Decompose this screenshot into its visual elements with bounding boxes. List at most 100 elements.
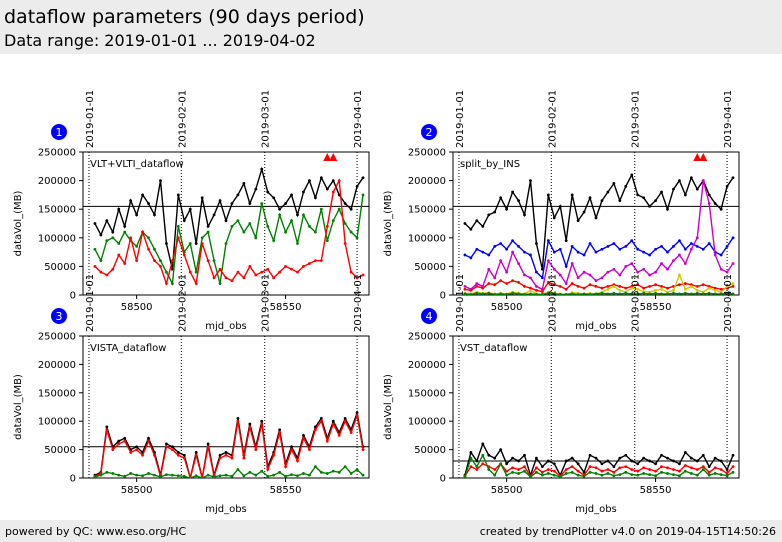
data-point-red bbox=[129, 236, 133, 240]
data-point-red bbox=[170, 448, 174, 451]
data-point-red bbox=[731, 465, 735, 469]
y-tick-label: 0 bbox=[440, 291, 446, 302]
data-point-green bbox=[731, 292, 735, 295]
data-point-red bbox=[284, 265, 287, 268]
data-point-green bbox=[147, 236, 150, 240]
data-point-black bbox=[552, 216, 556, 220]
data-point-green bbox=[630, 292, 634, 295]
data-point-green bbox=[546, 472, 550, 475]
data-point-black bbox=[349, 207, 353, 211]
data-point-red bbox=[176, 453, 180, 457]
data-point-black bbox=[594, 456, 598, 460]
data-point-red bbox=[361, 273, 365, 277]
data-point-green bbox=[588, 470, 592, 474]
chart-panel-2: 2019-01-01 2019-02-01 2019-03-01 2019-04-01… bbox=[383, 90, 740, 332]
data-point-black bbox=[570, 193, 574, 197]
data-point-green bbox=[558, 475, 562, 478]
data-point-green bbox=[302, 213, 305, 217]
data-point-green bbox=[642, 291, 646, 295]
data-point-black bbox=[624, 453, 628, 457]
data-point-black bbox=[564, 239, 568, 243]
data-point-green bbox=[153, 473, 156, 477]
data-point-black bbox=[731, 453, 735, 457]
data-point-red bbox=[511, 279, 514, 283]
data-point-red bbox=[302, 265, 305, 268]
data-point-green bbox=[135, 473, 139, 477]
data-point-green bbox=[505, 293, 509, 295]
plot-frame bbox=[452, 335, 740, 479]
data-point-green bbox=[159, 475, 162, 478]
data-point-black bbox=[719, 459, 723, 463]
data-point-green bbox=[648, 473, 652, 476]
data-point-black bbox=[630, 173, 634, 177]
data-point-green bbox=[731, 470, 735, 474]
data-point-green bbox=[701, 468, 705, 471]
data-point-magenta bbox=[463, 285, 467, 288]
data-point-green bbox=[552, 473, 556, 477]
y-tick-label: 200000 bbox=[38, 360, 76, 371]
data-point-black bbox=[678, 462, 681, 466]
data-point-red bbox=[523, 465, 526, 469]
date-marker-label: 2019-03-01 bbox=[261, 274, 272, 332]
data-point-red bbox=[648, 468, 652, 471]
data-point-green bbox=[636, 292, 640, 295]
data-point-red bbox=[153, 453, 156, 457]
plots-area: 2019-01-01 2019-02-01 2019-03-01 2019-04-01… bbox=[13, 90, 740, 515]
data-point-green bbox=[260, 202, 264, 205]
data-point-red bbox=[206, 445, 210, 449]
data-point-red bbox=[678, 283, 681, 287]
y-tick-label: 50000 bbox=[414, 262, 446, 273]
data-point-red bbox=[511, 466, 514, 470]
data-point-black bbox=[642, 196, 646, 200]
data-point-green bbox=[308, 224, 311, 228]
data-point-blue bbox=[487, 253, 491, 257]
y-tick-label: 200000 bbox=[408, 360, 446, 371]
data-point-green bbox=[660, 292, 663, 295]
data-point-black bbox=[355, 411, 359, 415]
data-point-green bbox=[319, 207, 323, 211]
data-point-black bbox=[683, 451, 687, 454]
data-point-red bbox=[707, 470, 711, 474]
data-point-green bbox=[260, 469, 264, 473]
data-point-yellow bbox=[636, 287, 640, 291]
series-line-green bbox=[94, 194, 364, 286]
data-point-green bbox=[683, 291, 687, 295]
data-point-black bbox=[678, 179, 681, 183]
plot-frame bbox=[82, 151, 370, 296]
data-point-green bbox=[296, 242, 299, 245]
data-point-black bbox=[296, 213, 299, 217]
data-point-red bbox=[558, 285, 562, 288]
data-point-red bbox=[689, 466, 693, 470]
data-point-green bbox=[624, 470, 628, 474]
panel-label: split_by_INS bbox=[460, 159, 520, 170]
data-point-green bbox=[564, 472, 568, 475]
data-point-blue bbox=[612, 242, 616, 245]
data-point-blue bbox=[695, 244, 699, 248]
x-axis-label: mjd_obs bbox=[205, 321, 247, 332]
data-point-red bbox=[678, 469, 681, 473]
data-point-red bbox=[695, 285, 699, 288]
data-point-green bbox=[105, 470, 109, 474]
data-point-blue bbox=[630, 239, 634, 243]
data-point-red bbox=[564, 287, 568, 291]
data-point-green bbox=[176, 224, 180, 228]
data-point-black bbox=[695, 459, 699, 463]
data-point-green bbox=[707, 291, 711, 295]
data-point-red bbox=[552, 283, 556, 287]
data-point-blue bbox=[660, 244, 663, 248]
y-tick-label: 150000 bbox=[408, 388, 446, 399]
data-point-red bbox=[648, 285, 652, 288]
data-point-green bbox=[713, 292, 717, 295]
series-line-red bbox=[464, 279, 734, 293]
data-point-red bbox=[165, 282, 168, 285]
data-point-red bbox=[153, 259, 156, 263]
data-point-black bbox=[570, 456, 574, 460]
data-point-black bbox=[469, 227, 473, 231]
data-point-red bbox=[93, 265, 97, 268]
data-point-blue bbox=[672, 244, 675, 248]
data-point-yellow bbox=[695, 289, 699, 292]
data-point-yellow bbox=[707, 286, 711, 290]
data-point-red bbox=[618, 285, 622, 288]
data-point-red bbox=[248, 425, 252, 429]
data-point-green bbox=[654, 291, 657, 295]
